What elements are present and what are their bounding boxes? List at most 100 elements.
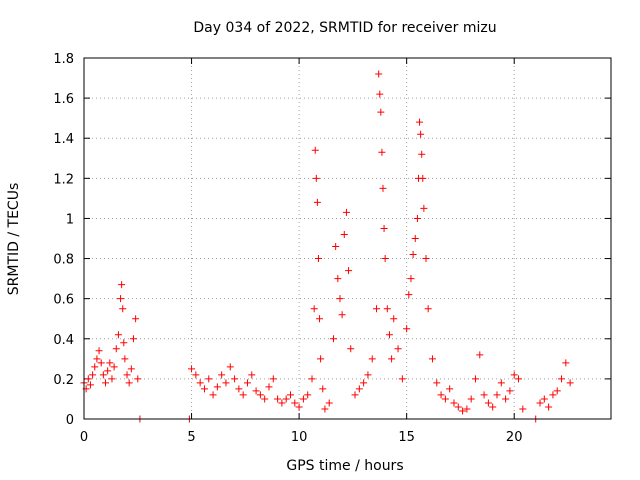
data-point — [515, 375, 523, 383]
data-point — [311, 146, 319, 154]
data-point — [379, 184, 387, 192]
data-point — [347, 345, 355, 353]
data-point — [127, 365, 135, 373]
data-point — [118, 281, 126, 289]
data-point — [286, 391, 294, 399]
data-point — [368, 355, 376, 363]
data-point — [437, 391, 445, 399]
data-point — [424, 305, 432, 313]
data-point — [304, 391, 312, 399]
data-point — [355, 385, 363, 393]
data-point — [222, 379, 230, 387]
grid — [84, 58, 611, 419]
data-point — [129, 335, 137, 343]
data-point — [125, 379, 133, 387]
data-point — [388, 355, 396, 363]
data-point — [188, 365, 196, 373]
data-point — [450, 399, 458, 407]
data-point — [196, 379, 204, 387]
x-tick-label: 10 — [291, 430, 308, 445]
data-point — [407, 275, 415, 283]
data-point — [409, 251, 417, 259]
data-point — [108, 375, 116, 383]
data-point — [209, 391, 217, 399]
data-point — [342, 208, 350, 216]
data-point — [299, 395, 307, 403]
data-point — [476, 351, 484, 359]
data-point — [376, 90, 384, 98]
data-point — [441, 395, 449, 403]
chart-title: Day 034 of 2022, SRMTID for receiver miz… — [193, 20, 496, 36]
data-point — [278, 399, 286, 407]
data-point — [416, 118, 424, 126]
data-point — [351, 391, 359, 399]
data-point — [248, 371, 256, 379]
data-point — [243, 379, 251, 387]
data-point — [110, 363, 118, 371]
data-point — [566, 379, 574, 387]
data-point — [459, 407, 467, 415]
data-point — [308, 375, 316, 383]
y-tick-label: 1.2 — [53, 172, 74, 187]
data-point — [484, 399, 492, 407]
data-point — [114, 331, 122, 339]
data-point — [454, 403, 462, 411]
data-point — [360, 379, 368, 387]
data-point — [405, 291, 413, 299]
data-point — [265, 383, 273, 391]
data-point — [132, 315, 140, 323]
data-point — [373, 305, 381, 313]
data-point — [84, 375, 92, 383]
data-point — [104, 367, 112, 375]
data-point — [319, 385, 327, 393]
data-point — [536, 399, 544, 407]
data-point — [463, 405, 471, 413]
data-point — [291, 399, 299, 407]
data-point — [120, 339, 128, 347]
y-tick-label: 1.4 — [53, 132, 74, 147]
data-point — [540, 395, 548, 403]
data-point — [316, 315, 324, 323]
data-point — [383, 305, 391, 313]
y-tick-label: 1.8 — [53, 52, 74, 67]
data-point — [274, 395, 282, 403]
data-point — [121, 355, 129, 363]
data-point — [385, 331, 393, 339]
data-point — [321, 405, 329, 413]
data-point — [117, 295, 125, 303]
data-point — [89, 371, 97, 379]
data-point — [471, 375, 479, 383]
data-point — [97, 359, 105, 367]
data-point — [213, 383, 221, 391]
x-tick-label: 5 — [187, 430, 195, 445]
data-point — [497, 379, 505, 387]
data-point — [422, 255, 430, 263]
data-point — [510, 371, 518, 379]
data-point — [467, 395, 475, 403]
data-point — [218, 371, 226, 379]
data-point — [338, 311, 346, 319]
data-point — [112, 345, 120, 353]
y-tick-label: 1.6 — [53, 92, 74, 107]
data-point — [493, 391, 501, 399]
data-point — [506, 387, 514, 395]
data-point — [226, 363, 234, 371]
data-point — [562, 359, 570, 367]
y-tick-label: 0.2 — [53, 373, 74, 388]
axis-ticks: 0 0.2 0.4 0.6 0.8 1 1.2 1.4 1.6 1.8 0 5 10 15 20 — [53, 52, 611, 445]
data-point — [375, 70, 383, 78]
data-point — [134, 375, 142, 383]
data-point — [235, 385, 243, 393]
data-point — [519, 405, 527, 413]
data-point — [106, 359, 114, 367]
data-point — [231, 375, 239, 383]
data-point — [403, 325, 411, 333]
data-point — [192, 371, 200, 379]
data-point — [239, 391, 247, 399]
data-point — [340, 230, 348, 238]
data-points — [80, 70, 574, 423]
data-point — [378, 148, 386, 156]
data-point — [398, 375, 406, 383]
data-point — [428, 355, 436, 363]
data-point — [419, 174, 427, 182]
